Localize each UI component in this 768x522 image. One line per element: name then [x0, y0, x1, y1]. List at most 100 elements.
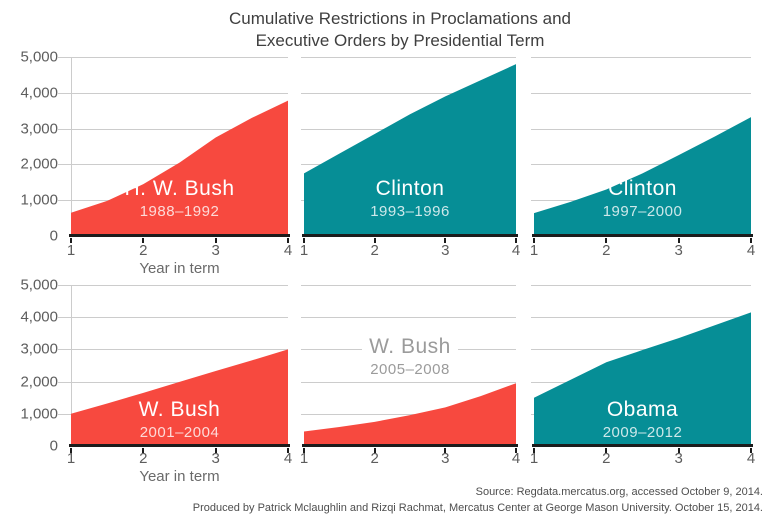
x-tick [677, 448, 680, 453]
x-tick-labels: 1 2 3 4 [300, 242, 520, 259]
y-tick-label: 3,000 [20, 340, 58, 358]
series-label: Clinton 1993–1996 [304, 176, 516, 222]
area-series [304, 64, 516, 236]
x-tick-label: 1 [299, 242, 309, 259]
y-tick-label: 0 [49, 227, 58, 245]
x-tick-labels: 1 2 3 4 [530, 242, 755, 259]
area-series [71, 349, 288, 446]
gridline [531, 164, 751, 166]
x-tick-label: 1 [529, 242, 539, 259]
series-label: W. Bush 2001–2004 [71, 397, 288, 443]
x-tick [533, 238, 535, 243]
x-tick [142, 238, 145, 243]
x-axis-title: Year in term [139, 260, 220, 277]
x-tick [677, 238, 680, 243]
gridline [531, 92, 751, 94]
gridline [58, 317, 288, 319]
x-tick-labels: 1 2 3 4 [530, 451, 755, 467]
x-tick [444, 448, 447, 453]
y-tick-label: 4,000 [20, 84, 58, 102]
president-term: 2005–2008 [363, 361, 457, 378]
x-tick-label: 4 [511, 450, 521, 467]
y-tick-label: 0 [49, 437, 58, 455]
x-tick [444, 238, 447, 243]
x-tick [70, 238, 72, 243]
x-axis-line [532, 234, 753, 237]
source-note: Source: Regdata.mercatus.org, accessed O… [475, 486, 763, 498]
gridline [58, 381, 288, 383]
area-series [534, 312, 751, 446]
x-tick [515, 448, 517, 453]
x-tick-label: 1 [66, 450, 76, 467]
series-label: Obama 2009–2012 [534, 397, 751, 443]
gridline [58, 92, 288, 94]
y-tick-label: 2,000 [20, 373, 58, 391]
y-tick-label: 4,000 [20, 308, 58, 326]
x-tick [373, 238, 376, 243]
gridline [531, 317, 751, 319]
x-tick-label: 3 [211, 242, 220, 259]
x-tick-label: 4 [283, 450, 293, 467]
chart-obama-2009-2012: Obama 2009–2012 [531, 285, 753, 453]
gridline [301, 92, 516, 94]
gridline [58, 349, 288, 351]
x-tick [70, 448, 72, 453]
x-tick-label: 2 [139, 242, 148, 259]
president-term: 2001–2004 [139, 424, 220, 441]
x-tick-label: 1 [66, 242, 76, 259]
area-series [534, 117, 751, 236]
series-label: H. W. Bush 1988–1992 [71, 176, 288, 222]
gridline [531, 349, 751, 351]
president-name: Obama [606, 398, 679, 421]
x-tick [287, 448, 289, 453]
x-tick [287, 238, 289, 243]
x-axis-title: Year in term [139, 468, 220, 485]
x-tick [303, 448, 305, 453]
x-tick-label: 3 [441, 450, 450, 467]
x-tick [214, 238, 217, 243]
gridline [58, 128, 288, 130]
gridline [301, 317, 516, 319]
x-tick-labels: 1 2 3 4 [67, 450, 292, 467]
president-term: 1988–1992 [139, 203, 220, 220]
president-term: 1993–1996 [370, 203, 450, 220]
gridline [301, 381, 516, 383]
chart-clinton-1997-2000: Clinton 1997–2000 [531, 57, 753, 243]
x-tick [750, 238, 752, 243]
x-tick-label: 2 [370, 242, 379, 259]
x-tick-label: 2 [139, 450, 148, 467]
gridline [58, 57, 288, 58]
gridline [531, 128, 751, 130]
y-tick-label: 1,000 [20, 191, 58, 209]
x-tick [605, 448, 608, 453]
president-term: 1997–2000 [602, 203, 683, 220]
gridline [301, 413, 516, 415]
x-tick-label: 3 [441, 242, 450, 259]
credit-note: Produced by Patrick Mclaughlin and Rizqi… [192, 502, 763, 514]
area-series [71, 100, 288, 236]
chart-clinton-1993-1996: Clinton 1993–1996 [301, 57, 518, 243]
president-name: Clinton [375, 177, 445, 200]
x-tick [515, 238, 517, 243]
x-tick-label: 2 [602, 242, 611, 259]
gridline [301, 57, 516, 58]
y-axis-line [71, 57, 72, 236]
x-axis-line [532, 444, 753, 447]
x-axis-line [302, 444, 518, 447]
x-axis-line [69, 444, 290, 447]
chart-hw-bush-1988-1992: H. W. Bush 1988–1992 [58, 57, 290, 243]
gridline [531, 57, 751, 58]
x-tick [533, 448, 535, 453]
y-tick-label: 3,000 [20, 120, 58, 138]
chart-w-bush-2001-2004: W. Bush 2001–2004 [58, 285, 290, 453]
x-tick-label: 4 [746, 450, 756, 467]
series-label: W. Bush 2005–2008 [304, 334, 516, 380]
x-tick-label: 4 [511, 242, 521, 259]
gridline [301, 285, 516, 286]
president-term: 2009–2012 [602, 424, 683, 441]
x-tick-label: 3 [211, 450, 220, 467]
president-name: W. Bush [138, 398, 221, 421]
x-axis-line [302, 234, 518, 237]
president-name: H. W. Bush [124, 177, 235, 200]
x-tick [750, 448, 752, 453]
